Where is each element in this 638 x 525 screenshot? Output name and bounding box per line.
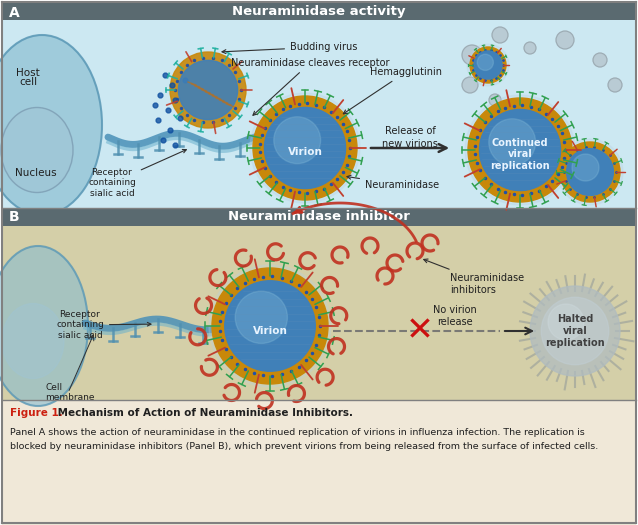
Circle shape: [593, 53, 607, 67]
Ellipse shape: [0, 246, 88, 406]
Circle shape: [492, 27, 508, 43]
Text: Virion: Virion: [253, 326, 288, 335]
Text: ✕: ✕: [406, 314, 434, 348]
Ellipse shape: [2, 303, 64, 379]
Text: cell: cell: [19, 77, 37, 87]
Text: Nucleus: Nucleus: [15, 168, 57, 178]
Text: Neuraminidase cleaves receptor: Neuraminidase cleaves receptor: [231, 58, 389, 116]
FancyBboxPatch shape: [2, 208, 636, 226]
Circle shape: [477, 54, 493, 70]
Circle shape: [489, 94, 501, 106]
Text: Receptor
containing
sialic acid: Receptor containing sialic acid: [88, 150, 186, 198]
Circle shape: [209, 265, 331, 387]
Circle shape: [548, 304, 584, 340]
Circle shape: [274, 117, 321, 164]
Text: A: A: [9, 6, 20, 20]
Text: Neuraminidase activity: Neuraminidase activity: [232, 5, 406, 17]
Circle shape: [560, 142, 620, 202]
Circle shape: [212, 268, 328, 384]
Text: Figure 1.: Figure 1.: [10, 408, 63, 418]
Text: Cell
membrane: Cell membrane: [45, 383, 94, 402]
Text: Continued
viral
replication: Continued viral replication: [490, 138, 550, 171]
Text: Neuraminidase
inhibitors: Neuraminidase inhibitors: [424, 259, 524, 295]
FancyBboxPatch shape: [2, 2, 636, 20]
Text: blocked by neuraminidase inhibitors (Panel B), which prevent virions from being : blocked by neuraminidase inhibitors (Pan…: [10, 442, 598, 451]
Circle shape: [557, 139, 623, 205]
Text: Mechanism of Action of Neuraminidase Inhibitors.: Mechanism of Action of Neuraminidase Inh…: [54, 408, 353, 418]
Circle shape: [608, 78, 622, 92]
FancyBboxPatch shape: [2, 2, 636, 208]
Circle shape: [468, 98, 572, 202]
Circle shape: [225, 281, 315, 371]
Circle shape: [530, 286, 620, 376]
Text: Neuraminidase inhibitor: Neuraminidase inhibitor: [228, 211, 410, 224]
Circle shape: [235, 291, 287, 343]
Circle shape: [170, 52, 246, 128]
Text: Neuraminidase: Neuraminidase: [347, 175, 439, 190]
Text: Halted
viral
replication: Halted viral replication: [545, 314, 605, 348]
Ellipse shape: [0, 35, 102, 215]
Circle shape: [479, 109, 561, 191]
Circle shape: [489, 119, 535, 165]
Text: Host: Host: [16, 68, 40, 78]
FancyBboxPatch shape: [2, 208, 636, 400]
Ellipse shape: [1, 108, 73, 193]
Circle shape: [179, 60, 237, 120]
Text: Hemagglutinin: Hemagglutinin: [343, 67, 442, 114]
Circle shape: [467, 44, 509, 86]
Circle shape: [250, 93, 360, 203]
FancyBboxPatch shape: [2, 400, 636, 525]
Text: release: release: [437, 317, 473, 327]
Circle shape: [524, 42, 536, 54]
Text: Receptor
containing
sialic acid: Receptor containing sialic acid: [56, 310, 151, 340]
Circle shape: [465, 95, 575, 205]
Circle shape: [462, 77, 478, 93]
Text: new virions: new virions: [382, 139, 438, 149]
Circle shape: [264, 108, 346, 188]
Circle shape: [541, 297, 609, 365]
Text: No virion: No virion: [433, 305, 477, 315]
Circle shape: [572, 154, 599, 181]
Text: Release of: Release of: [385, 126, 435, 136]
Circle shape: [474, 51, 502, 79]
Circle shape: [556, 31, 574, 49]
Text: B: B: [9, 210, 20, 224]
Circle shape: [470, 47, 506, 83]
Circle shape: [567, 149, 613, 195]
Text: Budding virus: Budding virus: [222, 42, 357, 54]
Text: Panel A shows the action of neuraminidase in the continued replication of virion: Panel A shows the action of neuraminidas…: [10, 428, 585, 437]
Circle shape: [462, 45, 482, 65]
Circle shape: [253, 96, 357, 200]
Text: Virion: Virion: [288, 147, 322, 157]
